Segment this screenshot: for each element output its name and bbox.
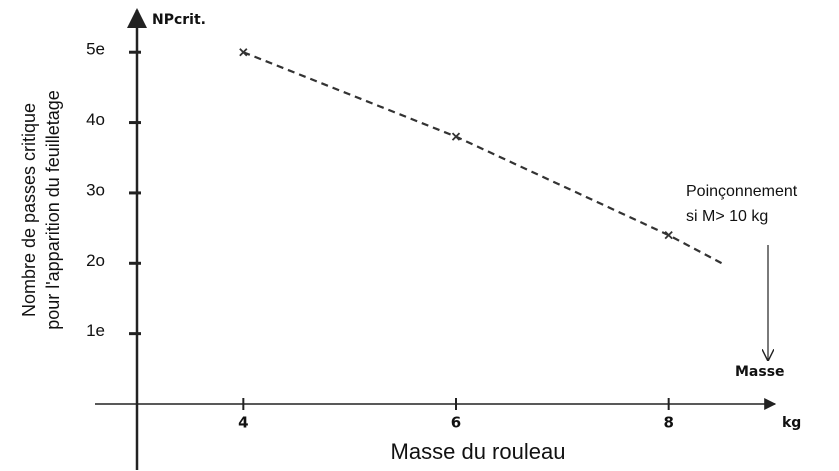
y-label: pour l'apparition du feuilletage	[43, 90, 63, 330]
y-tick-label: 5e	[86, 40, 105, 59]
x-marker	[239, 48, 248, 57]
x-tick-label: 4	[238, 414, 248, 432]
x-label: Masse du rouleau	[391, 439, 566, 464]
dashed-line	[242, 51, 723, 265]
annotation: Poinçonnement	[686, 183, 798, 200]
y-tick-label: 1e	[86, 321, 105, 340]
x-tick-label: 6	[451, 414, 461, 432]
y-tick-label: 2o	[86, 251, 105, 270]
x-unit: kg	[782, 415, 801, 431]
x-axis-title: Masse	[735, 364, 785, 380]
x-marker	[451, 132, 461, 141]
y-tick-label: 3o	[86, 180, 105, 199]
x-tick-label: 8	[663, 414, 673, 432]
y-tick-label: 4o	[86, 110, 105, 129]
y-label: Nombre de passes critique	[19, 103, 39, 317]
annotation: si M> 10 kg	[686, 208, 768, 225]
x-marker	[664, 231, 673, 240]
y-axis-title: NPcrit.	[152, 12, 206, 28]
